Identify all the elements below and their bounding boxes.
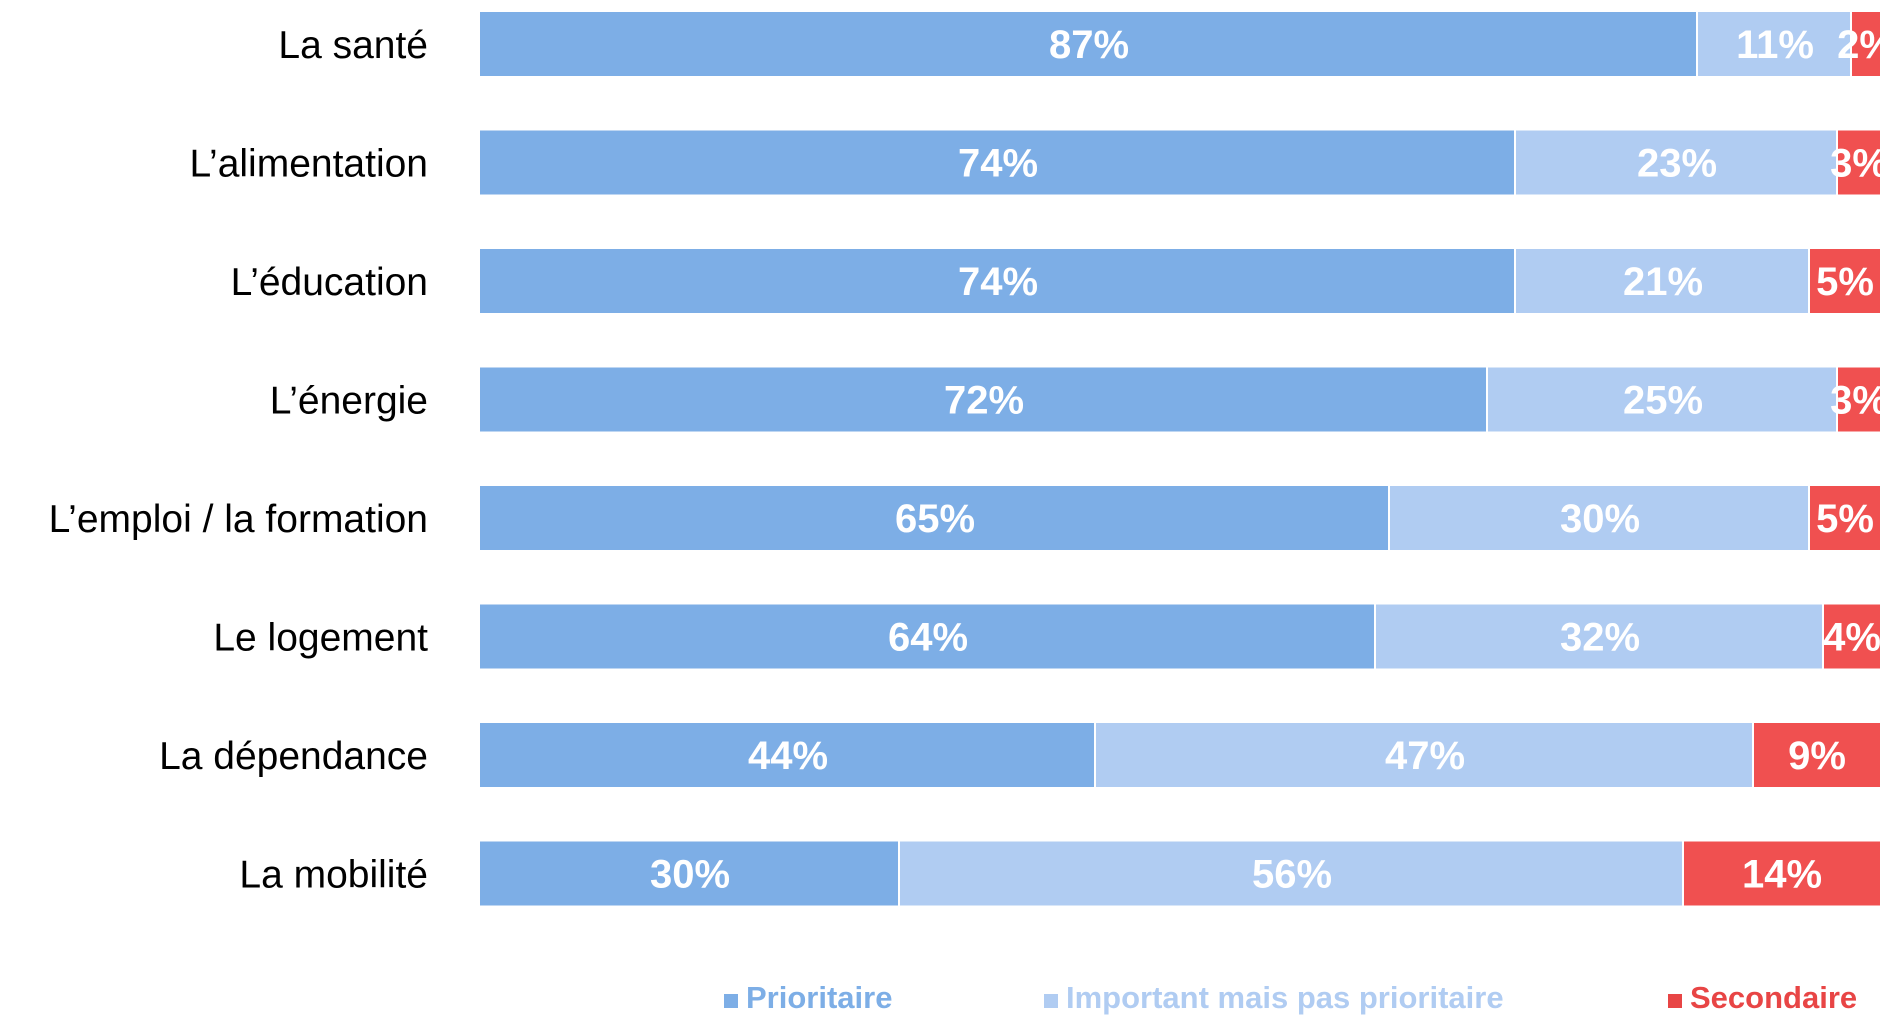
value-label: 3% bbox=[1830, 379, 1880, 423]
legend: Prioritaire Important mais pas prioritair… bbox=[724, 980, 1857, 1015]
value-label: 74% bbox=[958, 142, 1038, 186]
value-labels: 87% 11% 2% 74% 23% 3% 74% 21% 5% 72% 25% 3% 65% 30% 5%… bbox=[650, 23, 1880, 897]
value-label: 30% bbox=[650, 853, 730, 897]
category-label: L’emploi / la formation bbox=[49, 498, 428, 541]
value-label: 25% bbox=[1623, 379, 1703, 423]
legend-label: Important mais pas prioritaire bbox=[1066, 980, 1504, 1015]
bar-segment bbox=[1852, 12, 1880, 76]
bar-segment bbox=[1096, 723, 1752, 787]
category-label: L’éducation bbox=[231, 261, 428, 304]
bar-segment bbox=[480, 249, 1514, 313]
value-label: 44% bbox=[748, 734, 828, 778]
bar-segment bbox=[480, 841, 898, 906]
bar-segment bbox=[1838, 130, 1880, 195]
value-label: 23% bbox=[1637, 142, 1717, 186]
value-label: 30% bbox=[1560, 497, 1640, 541]
value-label: 56% bbox=[1252, 853, 1332, 897]
value-label: 64% bbox=[888, 616, 968, 660]
bar-segment bbox=[1390, 486, 1808, 550]
value-label: 32% bbox=[1560, 616, 1640, 660]
bar-segment bbox=[480, 130, 1514, 195]
value-label: 2% bbox=[1837, 23, 1880, 67]
bar-segment bbox=[1824, 604, 1880, 669]
bar-segment bbox=[1488, 367, 1836, 432]
category-label: La santé bbox=[278, 24, 428, 67]
value-label: 72% bbox=[944, 379, 1024, 423]
category-label: L’alimentation bbox=[190, 143, 429, 186]
bar-segment bbox=[1516, 130, 1836, 195]
bar-segment bbox=[1810, 486, 1880, 550]
bar-segment bbox=[480, 12, 1696, 76]
bar-segment bbox=[1516, 249, 1808, 313]
value-label: 4% bbox=[1823, 616, 1880, 660]
bar-segment bbox=[480, 604, 1374, 669]
bar-segment bbox=[480, 723, 1094, 787]
bar-segment bbox=[480, 367, 1486, 432]
value-label: 3% bbox=[1830, 142, 1880, 186]
category-label: La dépendance bbox=[159, 735, 428, 778]
bars bbox=[480, 12, 1880, 906]
value-label: 74% bbox=[958, 260, 1038, 304]
bar-segment bbox=[1810, 249, 1880, 313]
value-label: 87% bbox=[1049, 23, 1129, 67]
bar-segment bbox=[1698, 12, 1850, 76]
value-label: 5% bbox=[1816, 497, 1874, 541]
bar-segment bbox=[1684, 841, 1880, 906]
bar-segment bbox=[1838, 367, 1880, 432]
category-label: L’énergie bbox=[270, 380, 428, 423]
value-label: 11% bbox=[1736, 23, 1814, 67]
bar-segment bbox=[900, 841, 1682, 906]
value-label: 47% bbox=[1385, 734, 1465, 778]
legend-label: Prioritaire bbox=[746, 980, 892, 1015]
bar-segment bbox=[1754, 723, 1880, 787]
legend-swatch bbox=[1044, 994, 1058, 1008]
category-labels: La santé L’alimentation L’éducation L’énerg… bbox=[49, 24, 429, 897]
value-label: 21% bbox=[1623, 260, 1703, 304]
bar-segment bbox=[1376, 604, 1822, 669]
bar-segment bbox=[480, 486, 1388, 550]
category-label: Le logement bbox=[213, 617, 428, 660]
legend-label: Secondaire bbox=[1690, 980, 1857, 1015]
value-label: 9% bbox=[1788, 734, 1846, 778]
value-label: 5% bbox=[1816, 260, 1874, 304]
value-label: 14% bbox=[1742, 853, 1822, 897]
legend-swatch bbox=[724, 994, 738, 1008]
category-label: La mobilité bbox=[239, 854, 428, 897]
legend-swatch bbox=[1668, 994, 1682, 1008]
value-label: 65% bbox=[895, 497, 975, 541]
